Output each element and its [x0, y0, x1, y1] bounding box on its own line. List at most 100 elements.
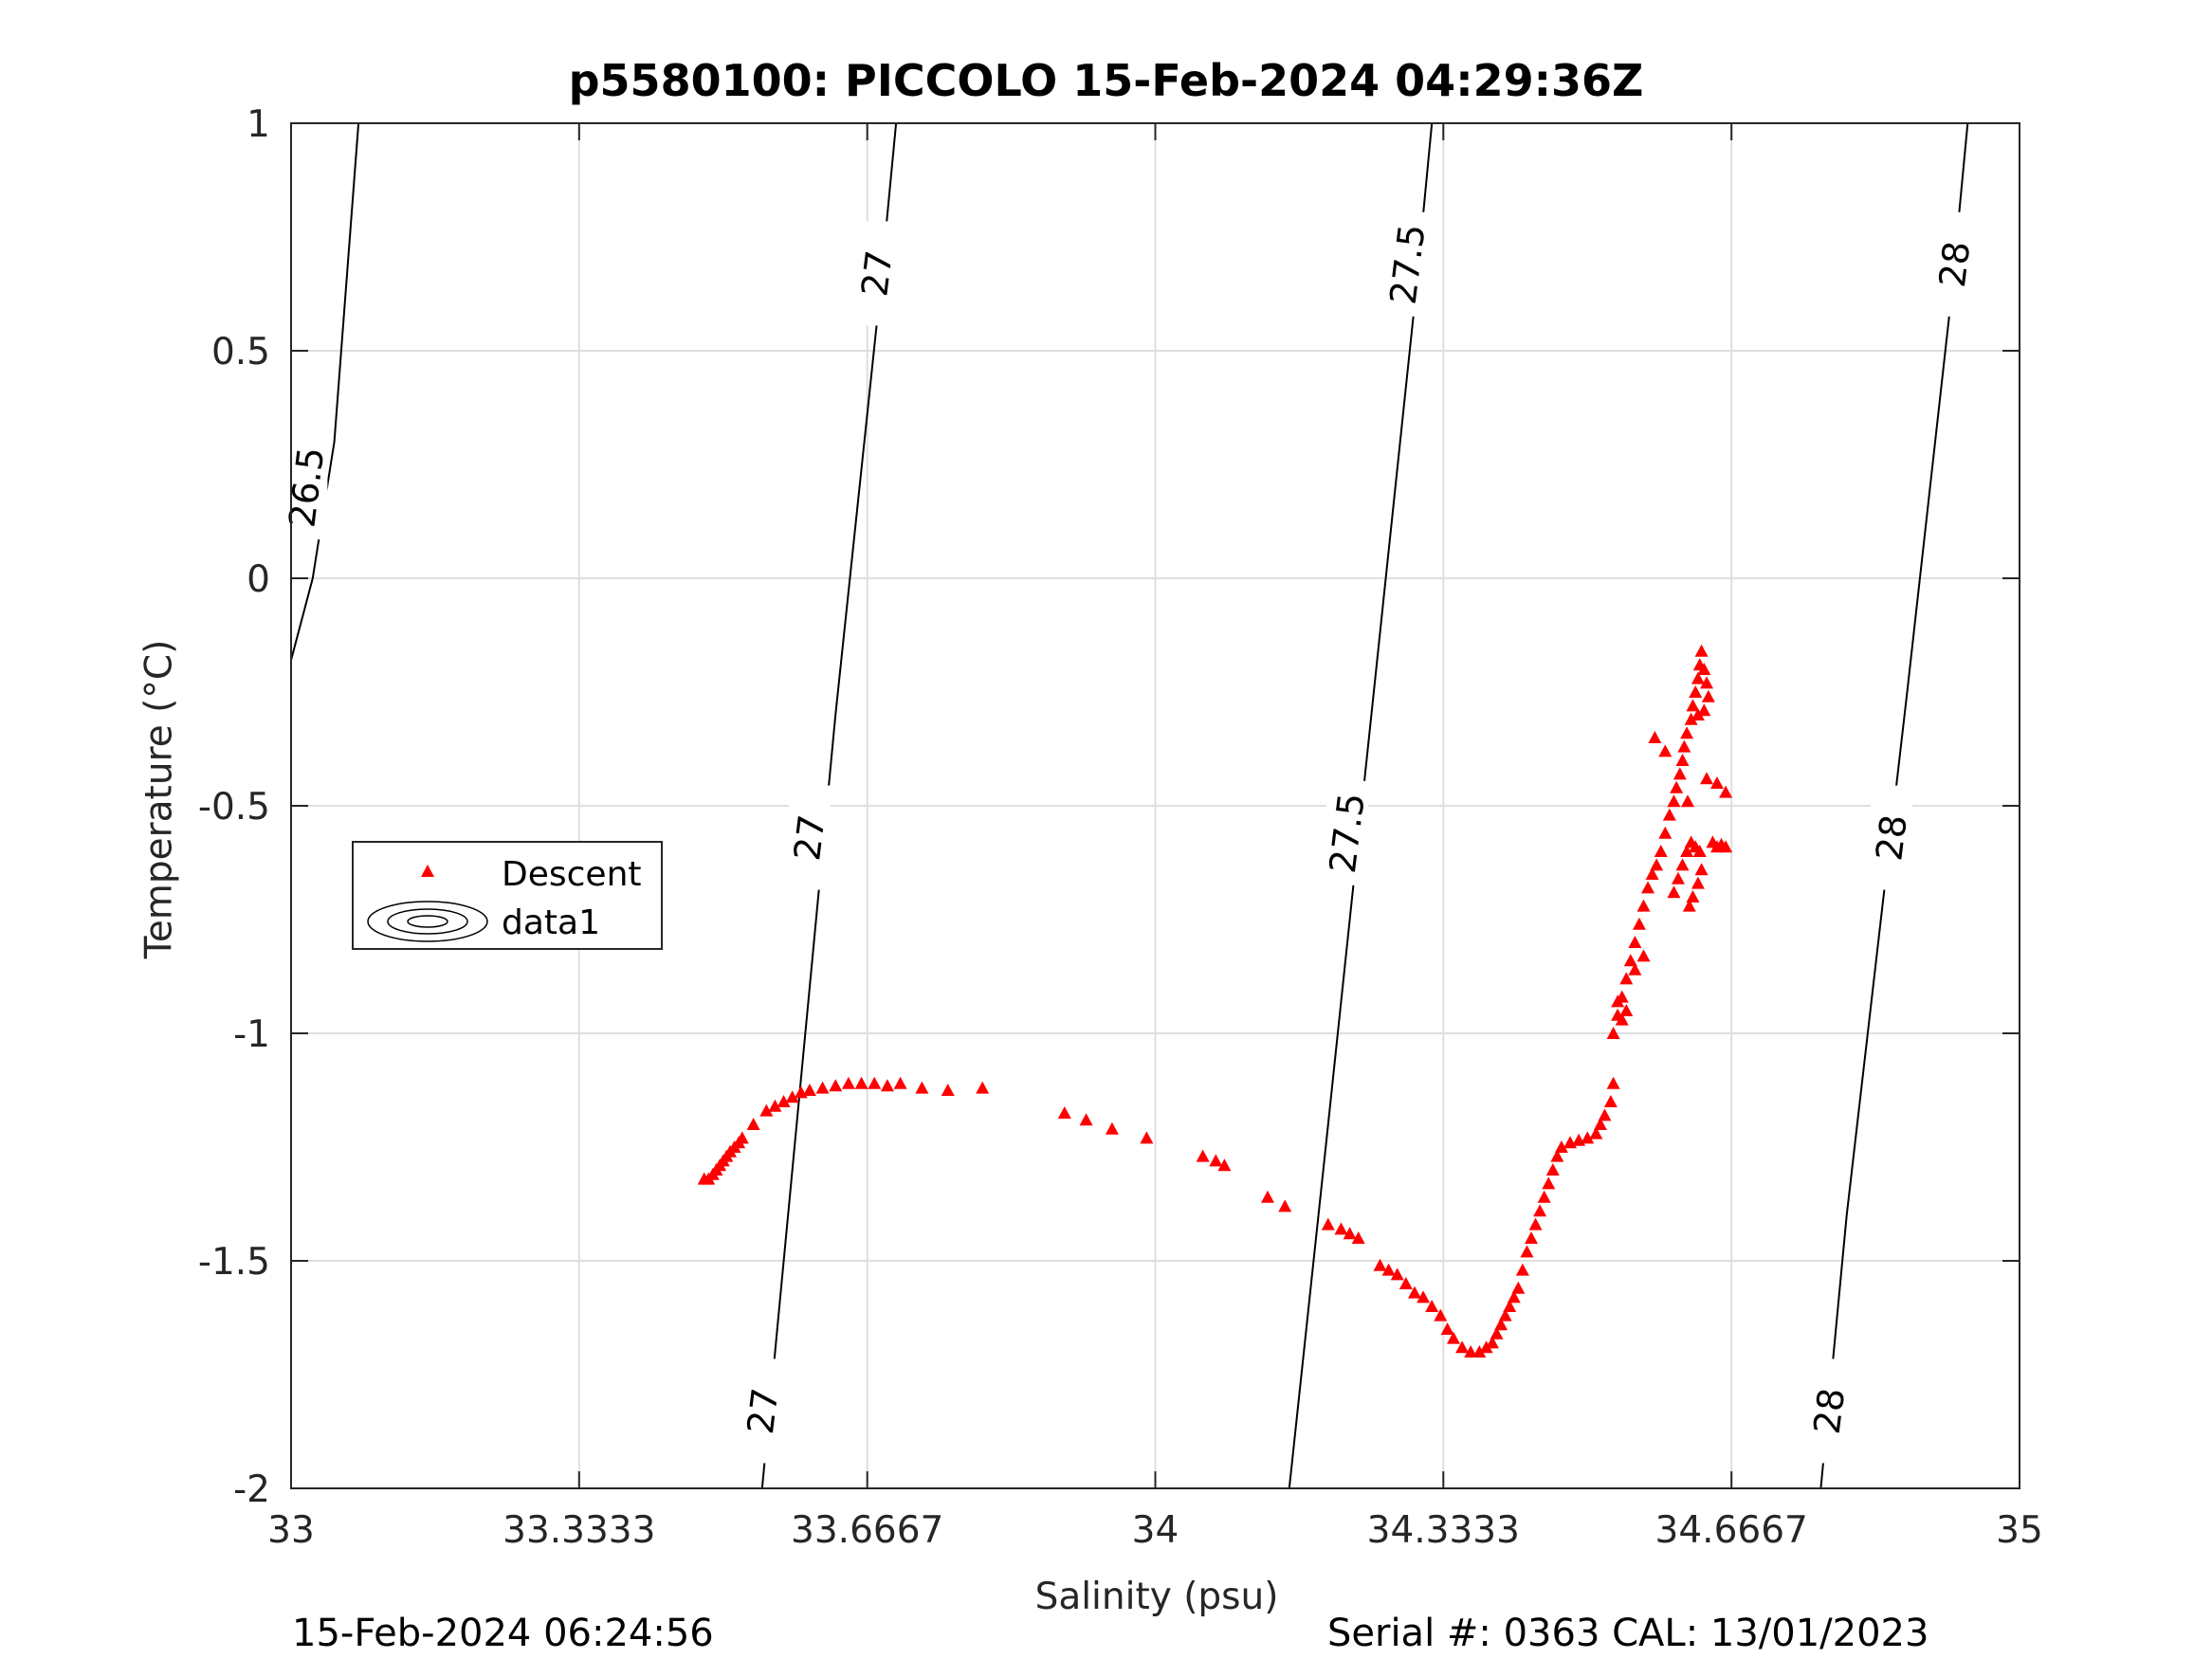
data-point [1615, 1012, 1629, 1026]
y-tick-label: -2 [233, 1468, 270, 1511]
data-point [915, 1081, 929, 1094]
data-point [1196, 1149, 1210, 1162]
contour-label-background [1871, 785, 1913, 890]
data-point [1603, 1095, 1618, 1107]
data-point [880, 1079, 894, 1092]
data-point [1670, 780, 1684, 793]
data-point [1472, 1345, 1487, 1358]
contour-label: 27 [786, 812, 833, 863]
data-point [868, 1076, 882, 1089]
data-point [1628, 936, 1642, 948]
x-tick-label: 34.3333 [1367, 1509, 1520, 1552]
data-point [1598, 1108, 1612, 1121]
contour-label-background [788, 785, 831, 890]
data-point [1479, 1340, 1493, 1354]
x-axis-label: Salinity (psu) [1034, 1576, 1279, 1618]
data-point [976, 1081, 990, 1094]
legend-label-descent: Descent [502, 855, 642, 894]
data-point [1680, 794, 1694, 808]
data-point [1689, 685, 1703, 698]
data-point [1440, 1322, 1454, 1335]
data-point [1278, 1199, 1292, 1212]
data-point [1691, 671, 1705, 684]
legend-item-descent: Descent [354, 849, 661, 897]
data-point [735, 1131, 749, 1144]
y-tick-label: 1 [247, 103, 270, 146]
contour-label-background [1325, 780, 1368, 885]
data-point [1525, 1231, 1539, 1244]
data-point [1611, 994, 1625, 1008]
data-point [802, 1084, 816, 1096]
chart-title: p5580100: PICCOLO 15-Feb-2024 04:29:36Z [568, 55, 1644, 106]
data-point [1671, 871, 1685, 884]
data-point [1434, 1308, 1448, 1322]
data-point [777, 1095, 791, 1107]
data-point [893, 1076, 907, 1089]
data-point [1528, 1217, 1543, 1231]
data-point [1606, 1076, 1620, 1089]
x-tick-label: 33 [267, 1509, 315, 1552]
data-point [1511, 1281, 1526, 1294]
contour-label-background [741, 1358, 784, 1464]
data-point [1390, 1267, 1404, 1281]
data-point [1667, 885, 1681, 899]
data-point [1684, 712, 1698, 725]
data-point [1675, 858, 1690, 871]
data-point [1636, 899, 1651, 912]
data-point [1719, 840, 1733, 853]
descent-data-points [697, 644, 1733, 1358]
data-point [1628, 962, 1642, 975]
data-point [1485, 1336, 1499, 1349]
x-tick-label: 33.3333 [503, 1509, 655, 1552]
data-point [1658, 826, 1673, 839]
data-point [1692, 845, 1707, 857]
data-point [1490, 1326, 1504, 1340]
data-point [1260, 1190, 1274, 1203]
data-point [1694, 644, 1709, 657]
data-point [1673, 767, 1687, 780]
data-point [1105, 1121, 1119, 1135]
data-point [785, 1090, 799, 1103]
x-tick-label: 35 [1996, 1509, 2043, 1552]
data-point [1464, 1345, 1478, 1358]
data-point [1619, 972, 1634, 985]
footer-serial-cal: Serial #: 0363 CAL: 13/01/2023 [1327, 1612, 1929, 1655]
data-point [1694, 863, 1709, 876]
data-point [941, 1084, 955, 1096]
data-point [1581, 1131, 1595, 1144]
data-point [1321, 1217, 1335, 1231]
data-point [1677, 739, 1691, 753]
legend: Descent data1 [352, 841, 663, 950]
data-point [1533, 1204, 1547, 1217]
data-point [1686, 890, 1700, 902]
data-point [1686, 699, 1700, 712]
data-point [1398, 1277, 1413, 1289]
y-tick-label: -1.5 [198, 1241, 270, 1284]
x-tick-label: 34.6667 [1655, 1509, 1808, 1552]
data-point [1645, 867, 1659, 880]
data-point [1407, 1285, 1421, 1299]
data-point [1697, 703, 1711, 717]
data-point [1537, 1190, 1551, 1203]
y-tick-label: 0 [247, 558, 270, 601]
data-point [1515, 1263, 1529, 1276]
data-point [841, 1076, 855, 1089]
data-point [1650, 858, 1664, 871]
data-point [1334, 1222, 1348, 1235]
data-point [1079, 1113, 1093, 1126]
x-tick-label: 33.6667 [791, 1509, 943, 1552]
y-tick-label: 0.5 [211, 331, 270, 374]
data-point [1662, 808, 1676, 821]
contour-line-26.5 [290, 122, 360, 661]
data-point [1494, 1318, 1508, 1331]
data-point [1701, 689, 1715, 702]
data-point [1636, 949, 1651, 962]
data-point [1455, 1340, 1470, 1354]
contour-label: 28 [1868, 812, 1915, 863]
data-point [746, 1118, 760, 1130]
data-point [1381, 1263, 1396, 1276]
data-point [1719, 785, 1733, 798]
data-point [1498, 1308, 1512, 1322]
data-point [1373, 1258, 1387, 1271]
